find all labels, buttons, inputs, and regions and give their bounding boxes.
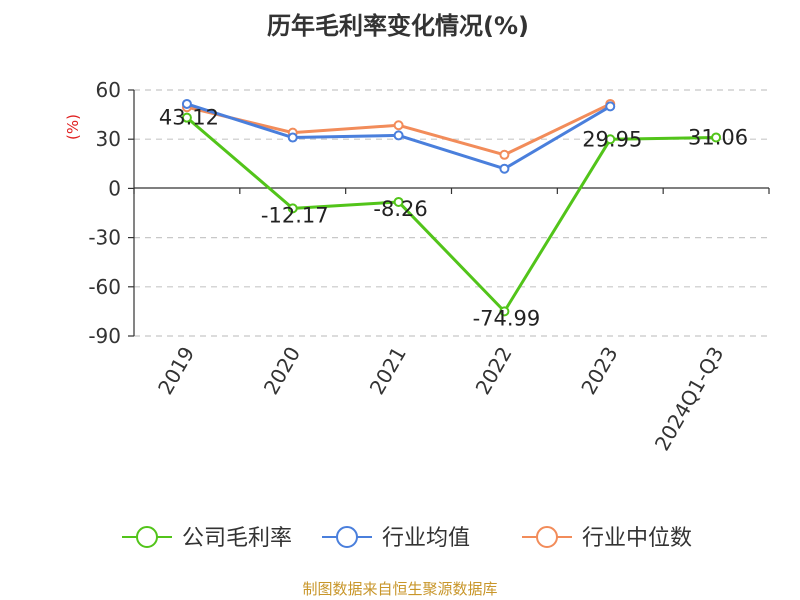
data-label: 43.12 <box>159 106 219 130</box>
y-tick-label: 0 <box>108 176 121 200</box>
x-tick-label: 2023 <box>576 343 622 399</box>
legend-marker-icon <box>136 526 158 548</box>
y-tick-label: 60 <box>96 78 121 102</box>
x-tick-label: 2019 <box>153 343 199 399</box>
data-label: -74.99 <box>473 306 541 330</box>
data-label: 29.95 <box>582 127 642 151</box>
source-note: 制图数据来自恒生聚源数据库 <box>302 580 497 598</box>
x-tick-label: 2022 <box>471 343 517 399</box>
y-tick-label: 30 <box>96 127 121 151</box>
data-label: -12.17 <box>261 203 329 227</box>
x-tick-label: 2024Q1-Q3 <box>650 343 729 455</box>
legend-label: 行业均值 <box>382 526 470 551</box>
data-point[interactable] <box>499 306 510 317</box>
data-point[interactable] <box>181 98 192 109</box>
data-label: -8.26 <box>373 197 427 221</box>
data-point[interactable] <box>605 101 616 112</box>
data-point[interactable] <box>393 196 404 207</box>
data-point[interactable] <box>499 149 510 160</box>
data-point[interactable] <box>499 163 510 174</box>
series-line <box>185 116 717 313</box>
legend-marker-icon <box>336 526 358 548</box>
data-point[interactable] <box>287 132 298 143</box>
x-tick-labels: 2019 2020 2021 2022 2023 2024Q1-Q3 <box>153 343 728 455</box>
x-tick-label: 2021 <box>365 343 411 399</box>
y-tick-label: -30 <box>88 226 121 250</box>
y-axis-label: (%) <box>64 114 82 140</box>
x-tick-label: 2020 <box>259 343 305 399</box>
data-labels: 43.12 -12.17 -8.26 -74.99 29.95 31.06 <box>159 106 748 331</box>
legend-marker-icon <box>536 526 558 548</box>
legend-item[interactable]: 行业中位数 <box>522 526 692 551</box>
legend-label: 行业中位数 <box>582 526 692 551</box>
data-label: 31.06 <box>688 125 748 149</box>
data-point[interactable] <box>605 134 616 145</box>
data-point[interactable] <box>181 112 192 123</box>
series-group <box>181 98 722 317</box>
legend-item[interactable]: 公司毛利率 <box>122 526 292 551</box>
legend[interactable]: 公司毛利率 行业均值 行业中位数 <box>122 526 692 551</box>
chart-title: 历年毛利率变化情况(%) <box>267 12 529 40</box>
data-point[interactable] <box>711 132 722 143</box>
legend-label: 公司毛利率 <box>182 526 292 551</box>
axes <box>128 89 770 337</box>
y-tick-labels: 60 30 0 -30 -60 -90 <box>88 78 121 348</box>
y-tick-label: -90 <box>88 324 121 348</box>
data-point[interactable] <box>287 203 298 214</box>
data-point[interactable] <box>393 130 404 141</box>
data-point[interactable] <box>393 120 404 131</box>
legend-item[interactable]: 行业均值 <box>322 526 470 551</box>
grid-lines <box>134 89 769 337</box>
y-tick-label: -60 <box>88 275 121 299</box>
